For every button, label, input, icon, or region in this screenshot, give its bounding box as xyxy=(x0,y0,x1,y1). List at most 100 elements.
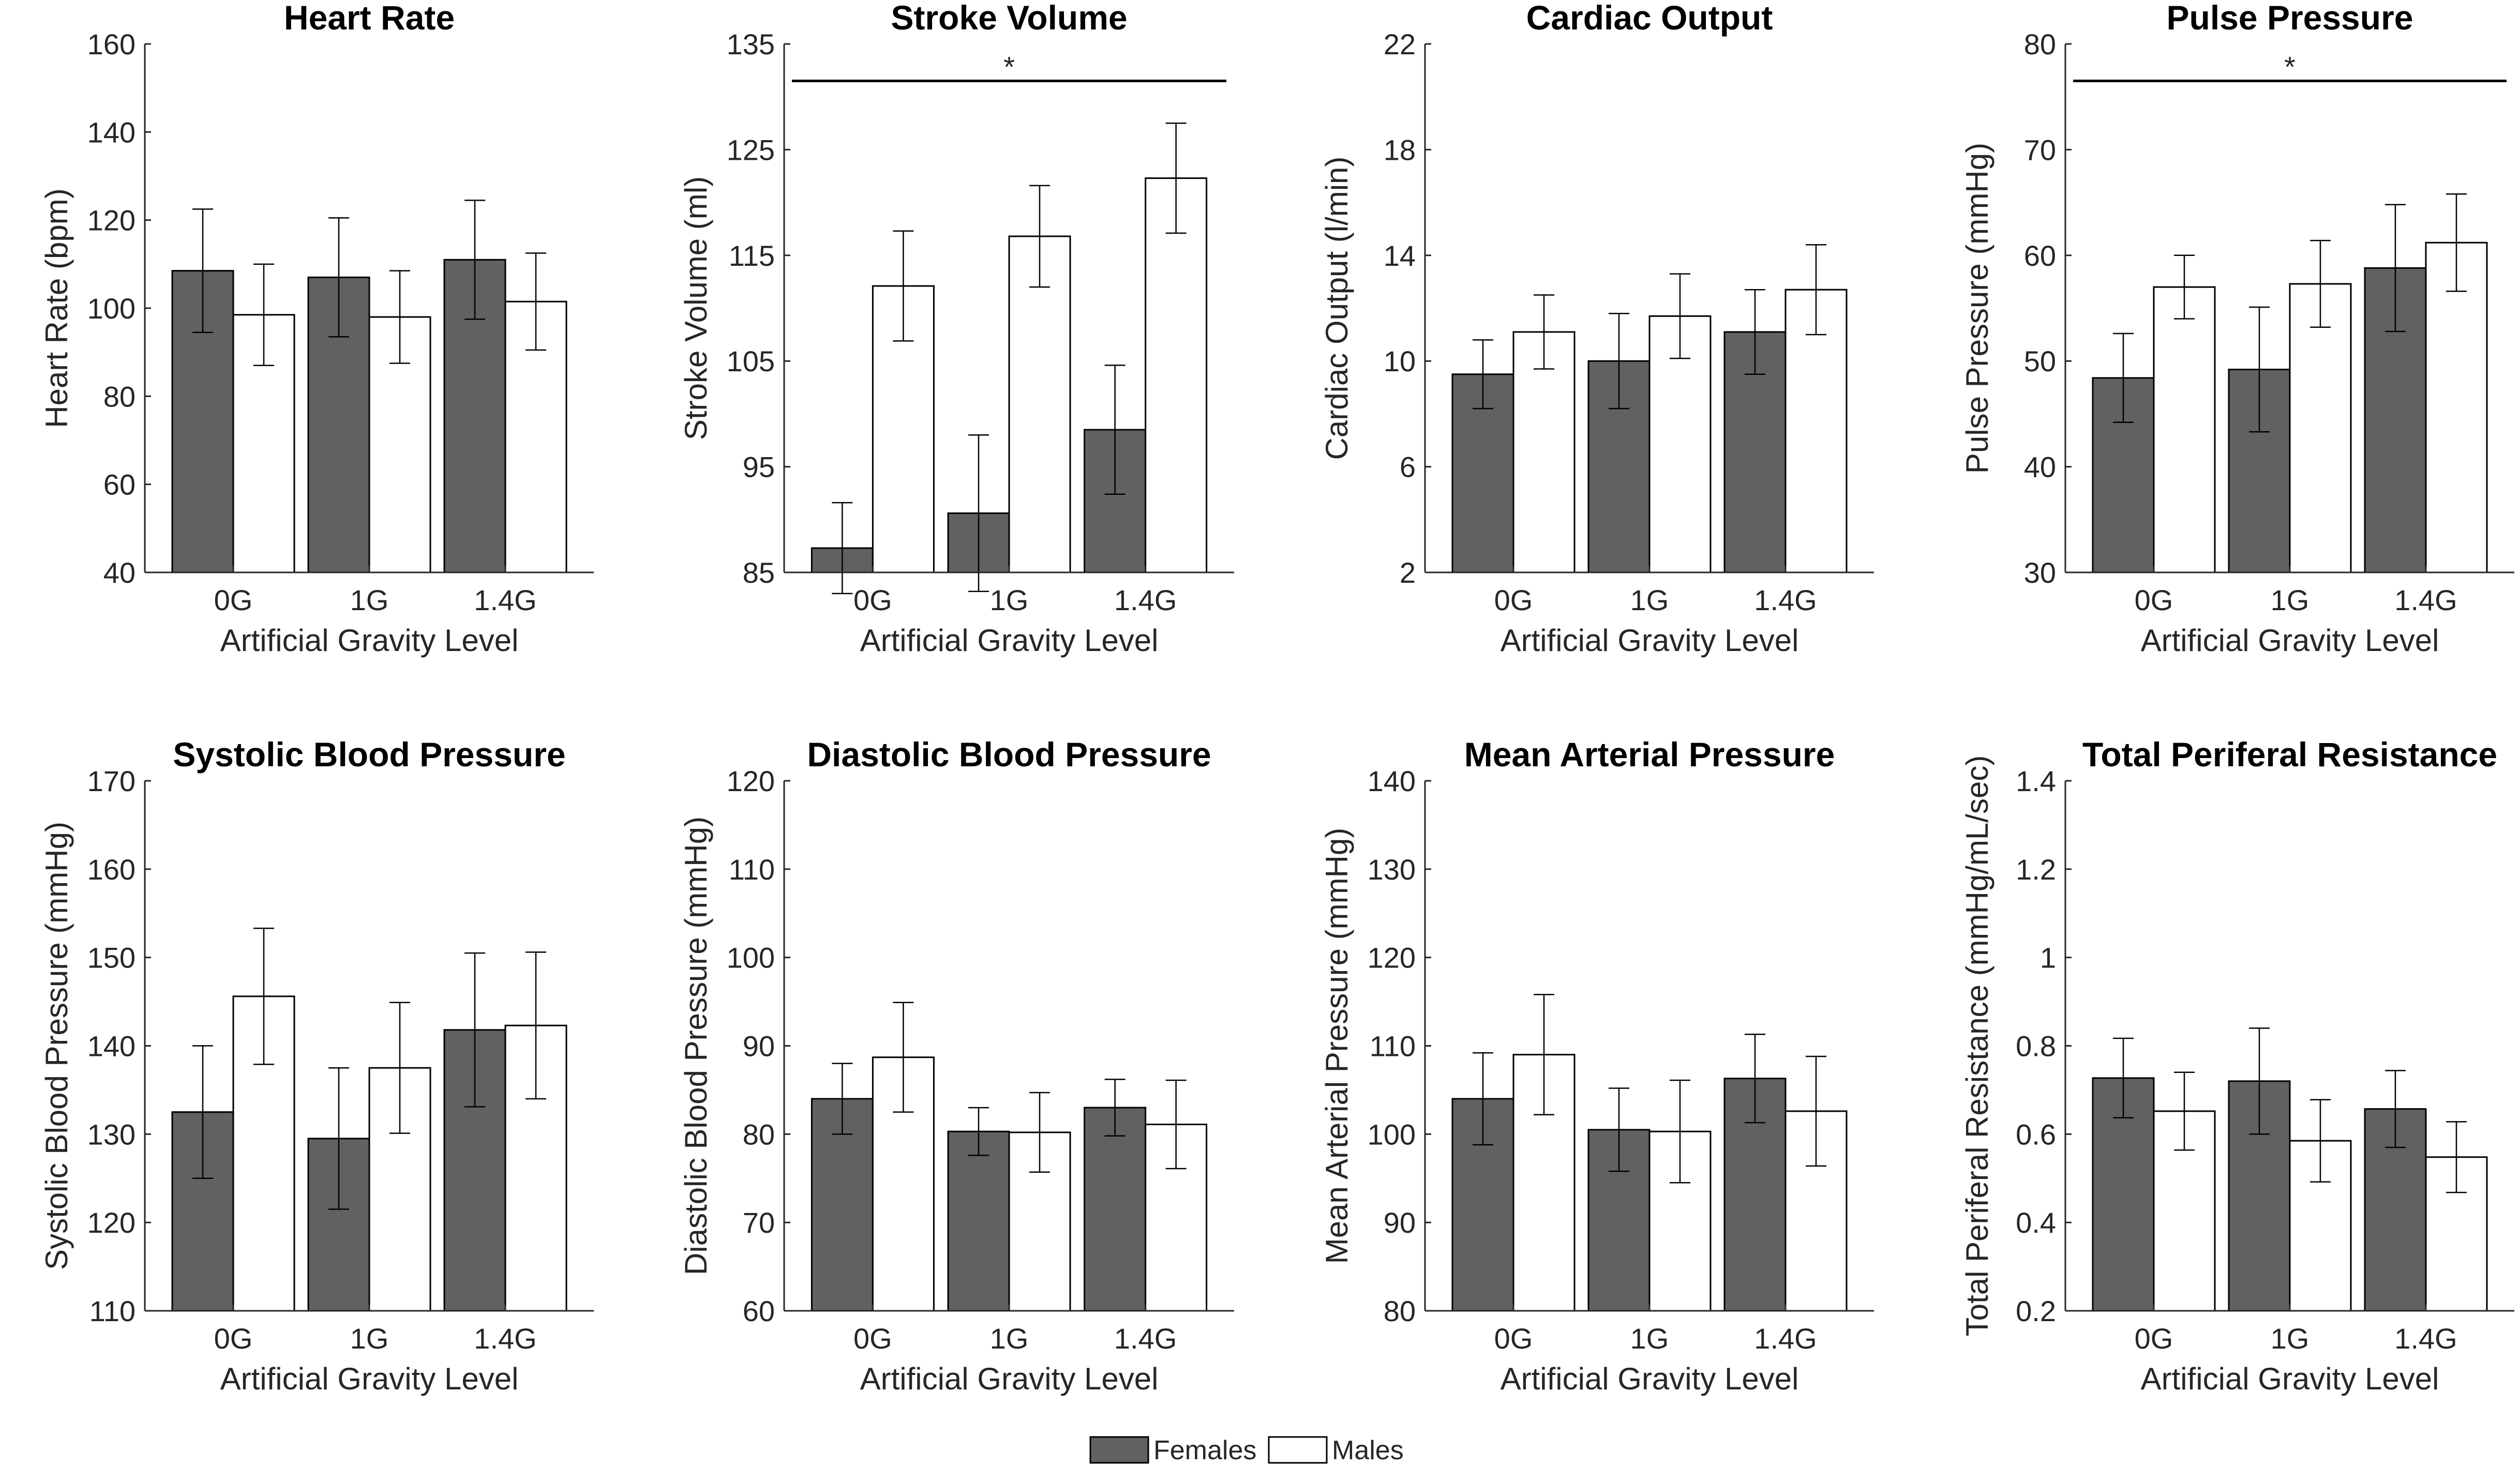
y-tick-label: 0.2 xyxy=(2016,1295,2056,1327)
y-tick-label: 105 xyxy=(727,345,775,377)
x-tick-label: 1.4G xyxy=(2394,584,2457,616)
error-bar-males-0g xyxy=(1533,994,1554,1115)
error-bar-males-1_4g xyxy=(1165,1079,1187,1170)
y-tick-label: 60 xyxy=(103,468,136,501)
x-axis-label: Artificial Gravity Level xyxy=(2141,1361,2439,1396)
bar-females-1_4g xyxy=(2364,267,2427,573)
chart-title: Pulse Pressure xyxy=(2167,0,2413,37)
error-bar-females-1g xyxy=(2249,1027,2270,1135)
y-tick-label: 30 xyxy=(2024,556,2056,589)
y-tick-label: 0.8 xyxy=(2016,1030,2056,1063)
error-bar-males-1g xyxy=(2310,239,2331,328)
error-bar-males-1_4g xyxy=(1806,1055,1827,1167)
y-tick-label: 80 xyxy=(2024,28,2056,60)
x-tick-label: 0G xyxy=(214,584,253,616)
error-bar-females-1_4g xyxy=(1745,289,1766,375)
y-tick-label: 120 xyxy=(87,204,136,237)
error-bar-females-0g xyxy=(832,502,853,595)
error-bar-females-0g xyxy=(192,1045,213,1179)
y-tick-label: 60 xyxy=(743,1295,775,1327)
y-axis-label: Heart Rate (bpm) xyxy=(39,188,74,428)
panel-systolic-blood-pressure: 110 120 130 140 150 160 170 0G 1G 1.4G Systolic Bl… xyxy=(39,735,594,1396)
y-tick-label: 0.4 xyxy=(2016,1206,2056,1239)
x-axis-label: Artificial Gravity Level xyxy=(1501,1361,1799,1396)
x-axis-label: Artificial Gravity Level xyxy=(2141,623,2439,658)
y-tick-label: 90 xyxy=(1384,1206,1416,1239)
error-bar-females-1g xyxy=(968,1107,989,1156)
error-bar-females-1g xyxy=(1609,1087,1629,1172)
y-tick-label: 125 xyxy=(727,133,775,166)
y-tick-label: 6 xyxy=(1400,451,1416,483)
y-tick-label: 115 xyxy=(729,239,775,272)
panel-mean-arterial-pressure: 80 90 100 110 120 130 140 0G 1G 1.4G Mean Arterial… xyxy=(1319,735,1874,1396)
x-axis-label: Artificial Gravity Level xyxy=(860,623,1159,658)
chart-title: Heart Rate xyxy=(284,0,455,37)
y-axis-label: Pulse Pressure (mmHg) xyxy=(1960,143,1994,474)
y-tick-label: 95 xyxy=(743,451,775,483)
x-tick-label: 1G xyxy=(2271,1322,2309,1355)
error-bar-males-1_4g xyxy=(1806,244,1827,336)
x-tick-label: 1G xyxy=(350,584,389,616)
x-tick-label: 1.4G xyxy=(1754,584,1817,616)
y-tick-label: 1.2 xyxy=(2016,853,2056,886)
x-tick-label: 1G xyxy=(2271,584,2309,616)
y-tick-label: 110 xyxy=(1370,1030,1416,1063)
y-tick-label: 120 xyxy=(87,1206,136,1239)
bar-females-1_4g xyxy=(1084,1107,1147,1312)
y-tick-label: 80 xyxy=(1384,1295,1416,1327)
error-bar-females-0g xyxy=(1472,339,1493,410)
y-tick-label: 130 xyxy=(87,1118,136,1151)
y-tick-label: 100 xyxy=(1368,1118,1416,1151)
error-bar-females-1_4g xyxy=(1745,1034,1766,1124)
y-tick-label: 0.6 xyxy=(2016,1118,2056,1151)
error-bar-males-0g xyxy=(253,263,274,366)
error-bar-males-1g xyxy=(2310,1099,2331,1183)
error-bar-males-1_4g xyxy=(1165,123,1187,234)
error-bar-males-1g xyxy=(1670,1079,1690,1184)
y-tick-label: 100 xyxy=(727,942,775,974)
x-tick-label: 1.4G xyxy=(1114,584,1177,616)
error-bar-males-1g xyxy=(389,270,410,364)
y-axis-label: Systolic Blood Pressure (mmHg) xyxy=(39,822,74,1270)
y-tick-label: 160 xyxy=(87,28,136,60)
error-bar-females-1_4g xyxy=(1104,365,1126,495)
error-bar-males-0g xyxy=(253,928,274,1065)
error-bar-males-1_4g xyxy=(2446,1121,2467,1193)
x-tick-label: 1.4G xyxy=(1114,1322,1177,1355)
x-tick-label: 0G xyxy=(2135,584,2173,616)
x-tick-label: 0G xyxy=(214,1322,253,1355)
panel-pulse-pressure: 30 40 50 60 70 80 0G 1G 1.4G Pulse Pressure Artifi… xyxy=(1960,0,2514,658)
y-tick-label: 10 xyxy=(1384,345,1416,377)
y-tick-label: 90 xyxy=(743,1030,775,1063)
x-tick-label: 0G xyxy=(853,584,892,616)
x-tick-label: 0G xyxy=(2135,1322,2173,1355)
x-tick-label: 1.4G xyxy=(474,1322,536,1355)
y-tick-label: 2 xyxy=(1400,556,1416,589)
panel-heart-rate: 40 60 80 100 120 140 160 0G 1G 1.4G Heart Rate Arti… xyxy=(39,0,594,658)
y-tick-label: 120 xyxy=(727,765,775,797)
x-tick-label: 1G xyxy=(990,1322,1029,1355)
y-tick-label: 1 xyxy=(2040,942,2056,974)
error-bar-females-1_4g xyxy=(2385,1070,2406,1148)
y-tick-label: 70 xyxy=(2024,133,2056,166)
x-axis-label: Artificial Gravity Level xyxy=(1501,623,1799,658)
bar-females-1g xyxy=(947,1130,1010,1312)
x-axis-label: Artificial Gravity Level xyxy=(220,1361,519,1396)
x-tick-label: 1G xyxy=(1630,584,1669,616)
error-bar-males-0g xyxy=(893,230,914,342)
y-tick-label: 22 xyxy=(1384,28,1416,60)
panel-cardiac-output: 2 6 10 14 18 22 0G 1G 1.4G Cardiac Output Artifici… xyxy=(1319,0,1874,658)
chart-title: Systolic Blood Pressure xyxy=(173,735,565,774)
y-tick-label: 80 xyxy=(743,1118,775,1151)
error-bar-males-1_4g xyxy=(526,951,547,1100)
y-axis-label: Cardiac Output (l/min) xyxy=(1319,157,1354,460)
error-bar-males-0g xyxy=(2173,254,2195,320)
y-tick-label: 100 xyxy=(87,292,136,325)
error-bar-females-0g xyxy=(2112,1037,2134,1118)
bar-males-1_4g xyxy=(1145,177,1208,573)
error-bar-males-1_4g xyxy=(526,252,547,351)
bar-males-1g xyxy=(1008,235,1071,573)
error-bar-females-1g xyxy=(328,217,349,338)
error-bar-males-1g xyxy=(1029,185,1050,288)
error-bar-males-0g xyxy=(1533,294,1554,370)
